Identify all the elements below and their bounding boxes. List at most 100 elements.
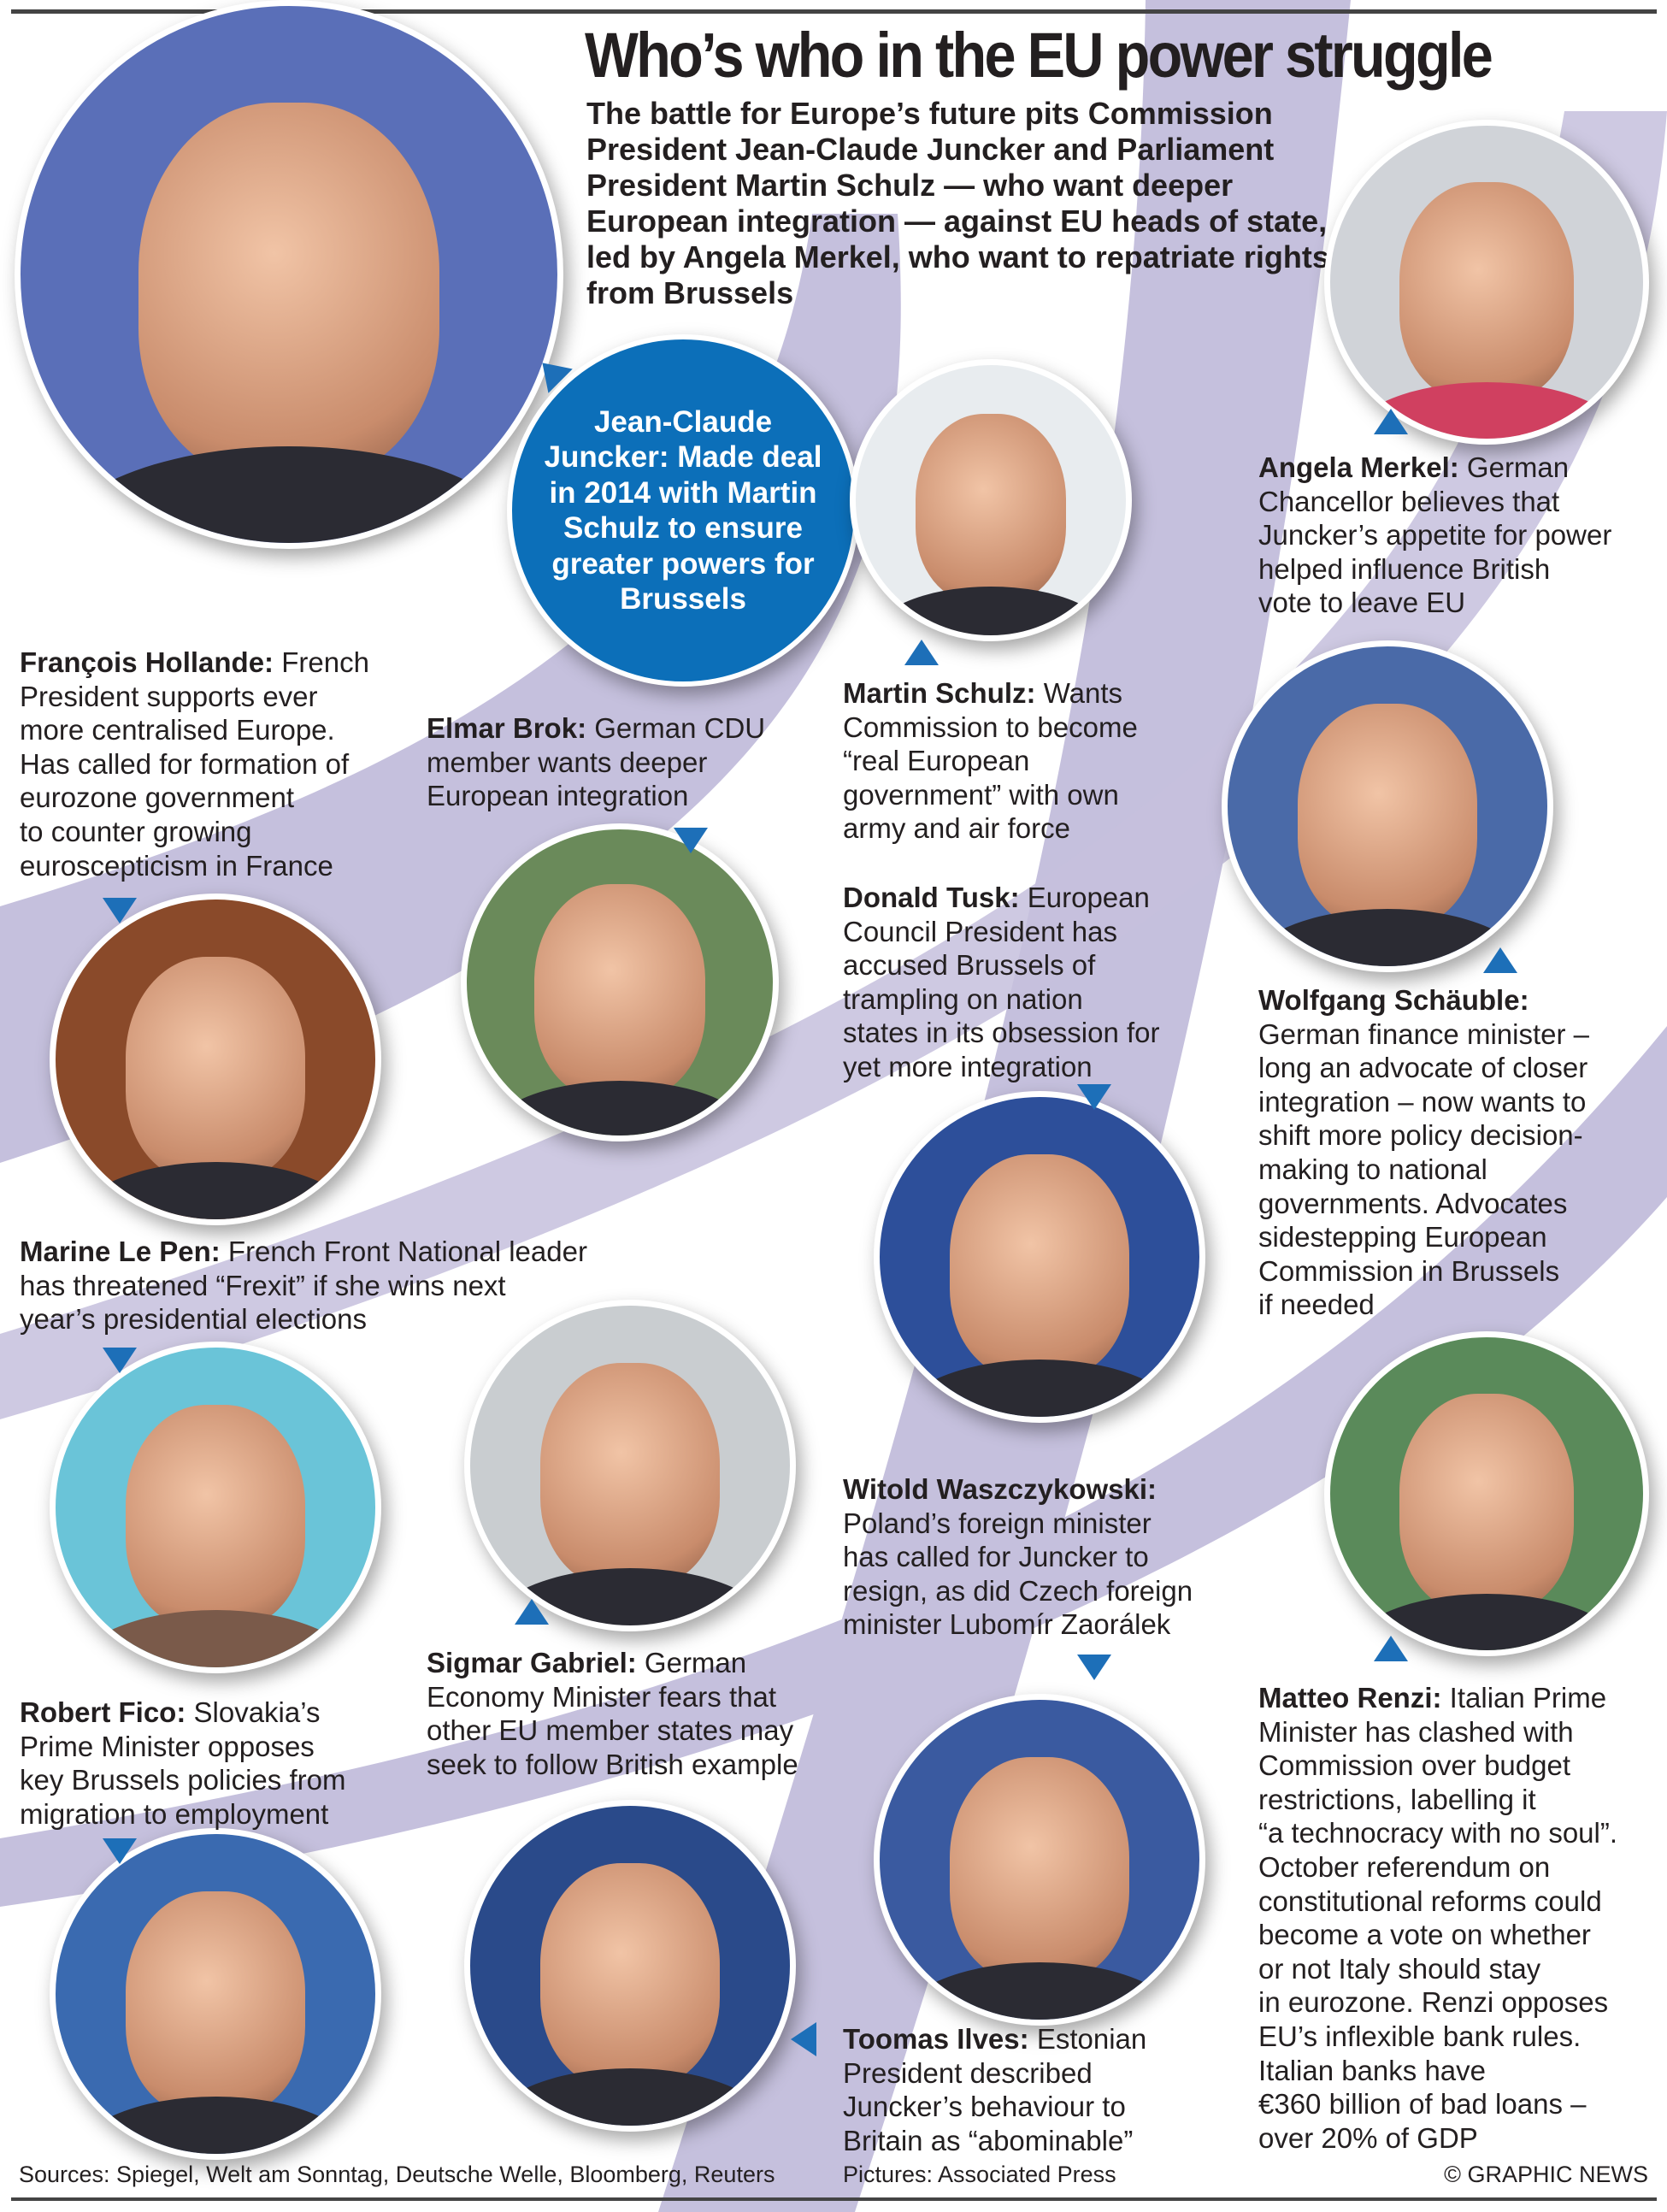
caption-line: sidestepping European xyxy=(1258,1221,1547,1253)
arrow-icon xyxy=(103,1348,137,1373)
caption-6: Marine Le Pen: French Front National lea… xyxy=(20,1235,587,1336)
caption-line: other EU member states may xyxy=(427,1714,794,1747)
photo-brok xyxy=(461,823,779,1141)
arrow-icon xyxy=(103,898,137,923)
photo-tusk xyxy=(874,1091,1205,1423)
caption-1: François Hollande: French President suppo… xyxy=(20,646,369,882)
caption-11: Toomas Ilves: Estonian President describe… xyxy=(843,2022,1146,2157)
caption-line: Commission in Brussels xyxy=(1258,1254,1560,1287)
caption-line: French Front National leader xyxy=(227,1236,587,1267)
caption-line: Wants xyxy=(1043,677,1122,709)
caption-line: Minister has clashed with xyxy=(1258,1715,1574,1748)
caption-line: if needed xyxy=(1258,1289,1375,1321)
caption-line: Chancellor believes that xyxy=(1258,485,1560,517)
caption-line: accused Brussels of xyxy=(843,949,1096,982)
caption-line: German finance minister – xyxy=(1258,1018,1589,1050)
juncker-bubble: Jean-Claude Juncker: Made deal in 2014 w… xyxy=(507,334,859,687)
picture-credit: Pictures: Associated Press xyxy=(843,2162,1116,2187)
caption-line: states in its obsession for xyxy=(843,1017,1160,1049)
person-name: François Hollande: xyxy=(20,646,274,678)
caption-line: minister Lubomír Zaorálek xyxy=(843,1608,1171,1641)
caption-line: more centralised Europe. xyxy=(20,714,335,746)
arrow-icon xyxy=(1077,1084,1111,1110)
caption-line: member wants deeper xyxy=(427,746,708,778)
person-name: Elmar Brok: xyxy=(427,712,587,744)
caption-line: European xyxy=(1027,882,1150,913)
person-name: Donald Tusk: xyxy=(843,882,1020,913)
caption-line: has called for Juncker to xyxy=(843,1541,1149,1573)
bottom-rule xyxy=(11,2197,1657,2201)
caption-line: helped influence British xyxy=(1258,552,1551,585)
caption-line: EU’s inflexible bank rules. xyxy=(1258,2020,1582,2052)
person-name: Marine Le Pen: xyxy=(20,1236,221,1267)
caption-line: “real European xyxy=(843,745,1030,777)
caption-line: Juncker’s behaviour to xyxy=(843,2091,1126,2123)
caption-0: Angela Merkel: German Chancellor believes… xyxy=(1258,451,1611,620)
caption-line: key Brussels policies from xyxy=(20,1764,346,1796)
caption-line: constitutional reforms could xyxy=(1258,1885,1602,1917)
top-rule xyxy=(11,9,1657,14)
arrow-icon xyxy=(674,828,708,853)
photo-gabriel xyxy=(464,1300,796,1631)
photo-renzi xyxy=(1324,1331,1649,1656)
arrow-icon xyxy=(1483,947,1517,973)
caption-line: vote to leave EU xyxy=(1258,587,1466,619)
photo-waszczykowski xyxy=(874,1694,1205,2026)
caption-line: President supports ever xyxy=(20,680,318,712)
caption-line: German xyxy=(1466,451,1570,483)
caption-line: President described xyxy=(843,2056,1093,2089)
caption-line: become a vote on whether xyxy=(1258,1919,1591,1951)
caption-line: over 20% of GDP xyxy=(1258,2121,1478,2154)
caption-line: French xyxy=(281,646,369,678)
photo-merkel xyxy=(1324,120,1649,445)
person-name: Toomas Ilves: xyxy=(843,2023,1029,2055)
caption-5: Wolfgang Schäuble: German finance minist… xyxy=(1258,983,1589,1322)
caption-line: Italian Prime xyxy=(1449,1682,1607,1714)
arrow-icon xyxy=(1374,1636,1408,1661)
page-title: Who’s who in the EU power struggle xyxy=(585,20,1493,91)
caption-line: Italian banks have xyxy=(1258,2054,1487,2086)
caption-line: government” with own xyxy=(843,778,1119,811)
photo-hollande xyxy=(50,894,381,1225)
caption-line: resign, as did Czech foreign xyxy=(843,1574,1193,1607)
caption-line: German CDU xyxy=(594,712,766,744)
caption-line: Commission over budget xyxy=(1258,1749,1570,1782)
caption-line: Slovakia’s xyxy=(193,1696,321,1728)
caption-line: migration to employment xyxy=(20,1797,329,1830)
caption-4: Donald Tusk: European Council President h… xyxy=(843,881,1160,1084)
caption-3: Martin Schulz: Wants Commission to become… xyxy=(843,676,1138,846)
caption-9: Matteo Renzi: Italian Prime Minister has … xyxy=(1258,1681,1617,2155)
caption-line: in eurozone. Renzi opposes xyxy=(1258,1986,1609,2019)
caption-line: €360 billion of bad loans – xyxy=(1258,2088,1587,2121)
person-name: Martin Schulz: xyxy=(843,677,1036,709)
caption-2: Elmar Brok: German CDU member wants deepe… xyxy=(427,711,765,813)
caption-line: Prime Minister opposes xyxy=(20,1730,315,1762)
arrow-icon xyxy=(904,640,939,665)
caption-line: integration – now wants to xyxy=(1258,1085,1587,1118)
caption-line: year’s presidential elections xyxy=(20,1303,368,1336)
photo-le-pen xyxy=(50,1342,381,1673)
caption-8: Sigmar Gabriel: German Economy Minister f… xyxy=(427,1646,798,1781)
caption-line: “a technocracy with no soul”. xyxy=(1258,1817,1618,1849)
caption-line: has threatened “Frexit” if she wins next xyxy=(20,1269,506,1301)
caption-line: long an advocate of closer xyxy=(1258,1052,1588,1084)
caption-line: October referendum on xyxy=(1258,1850,1551,1883)
photo-ilves xyxy=(464,1800,796,2132)
caption-line: seek to follow British example xyxy=(427,1748,798,1780)
arrow-icon xyxy=(1374,409,1408,434)
sources: Sources: Spiegel, Welt am Sonntag, Deuts… xyxy=(19,2162,775,2187)
bubble-text: Jean-Claude Juncker: Made deal in 2014 w… xyxy=(544,404,822,616)
person-name: Sigmar Gabriel: xyxy=(427,1647,637,1678)
arrow-icon xyxy=(791,2022,816,2056)
caption-line: Britain as “abominable” xyxy=(843,2124,1134,2156)
person-name: Wolfgang Schäuble: xyxy=(1258,984,1529,1016)
caption-7: Witold Waszczykowski: Poland’s foreign m… xyxy=(843,1472,1193,1642)
caption-line: restrictions, labelling it xyxy=(1258,1783,1536,1815)
caption-line: trampling on nation xyxy=(843,982,1083,1015)
caption-line: eurozone government xyxy=(20,782,295,814)
photo-fico xyxy=(50,1828,381,2160)
photo-schulz xyxy=(850,359,1132,641)
person-name: Matteo Renzi: xyxy=(1258,1682,1442,1714)
caption-line: making to national xyxy=(1258,1153,1487,1185)
caption-line: yet more integration xyxy=(843,1050,1093,1082)
